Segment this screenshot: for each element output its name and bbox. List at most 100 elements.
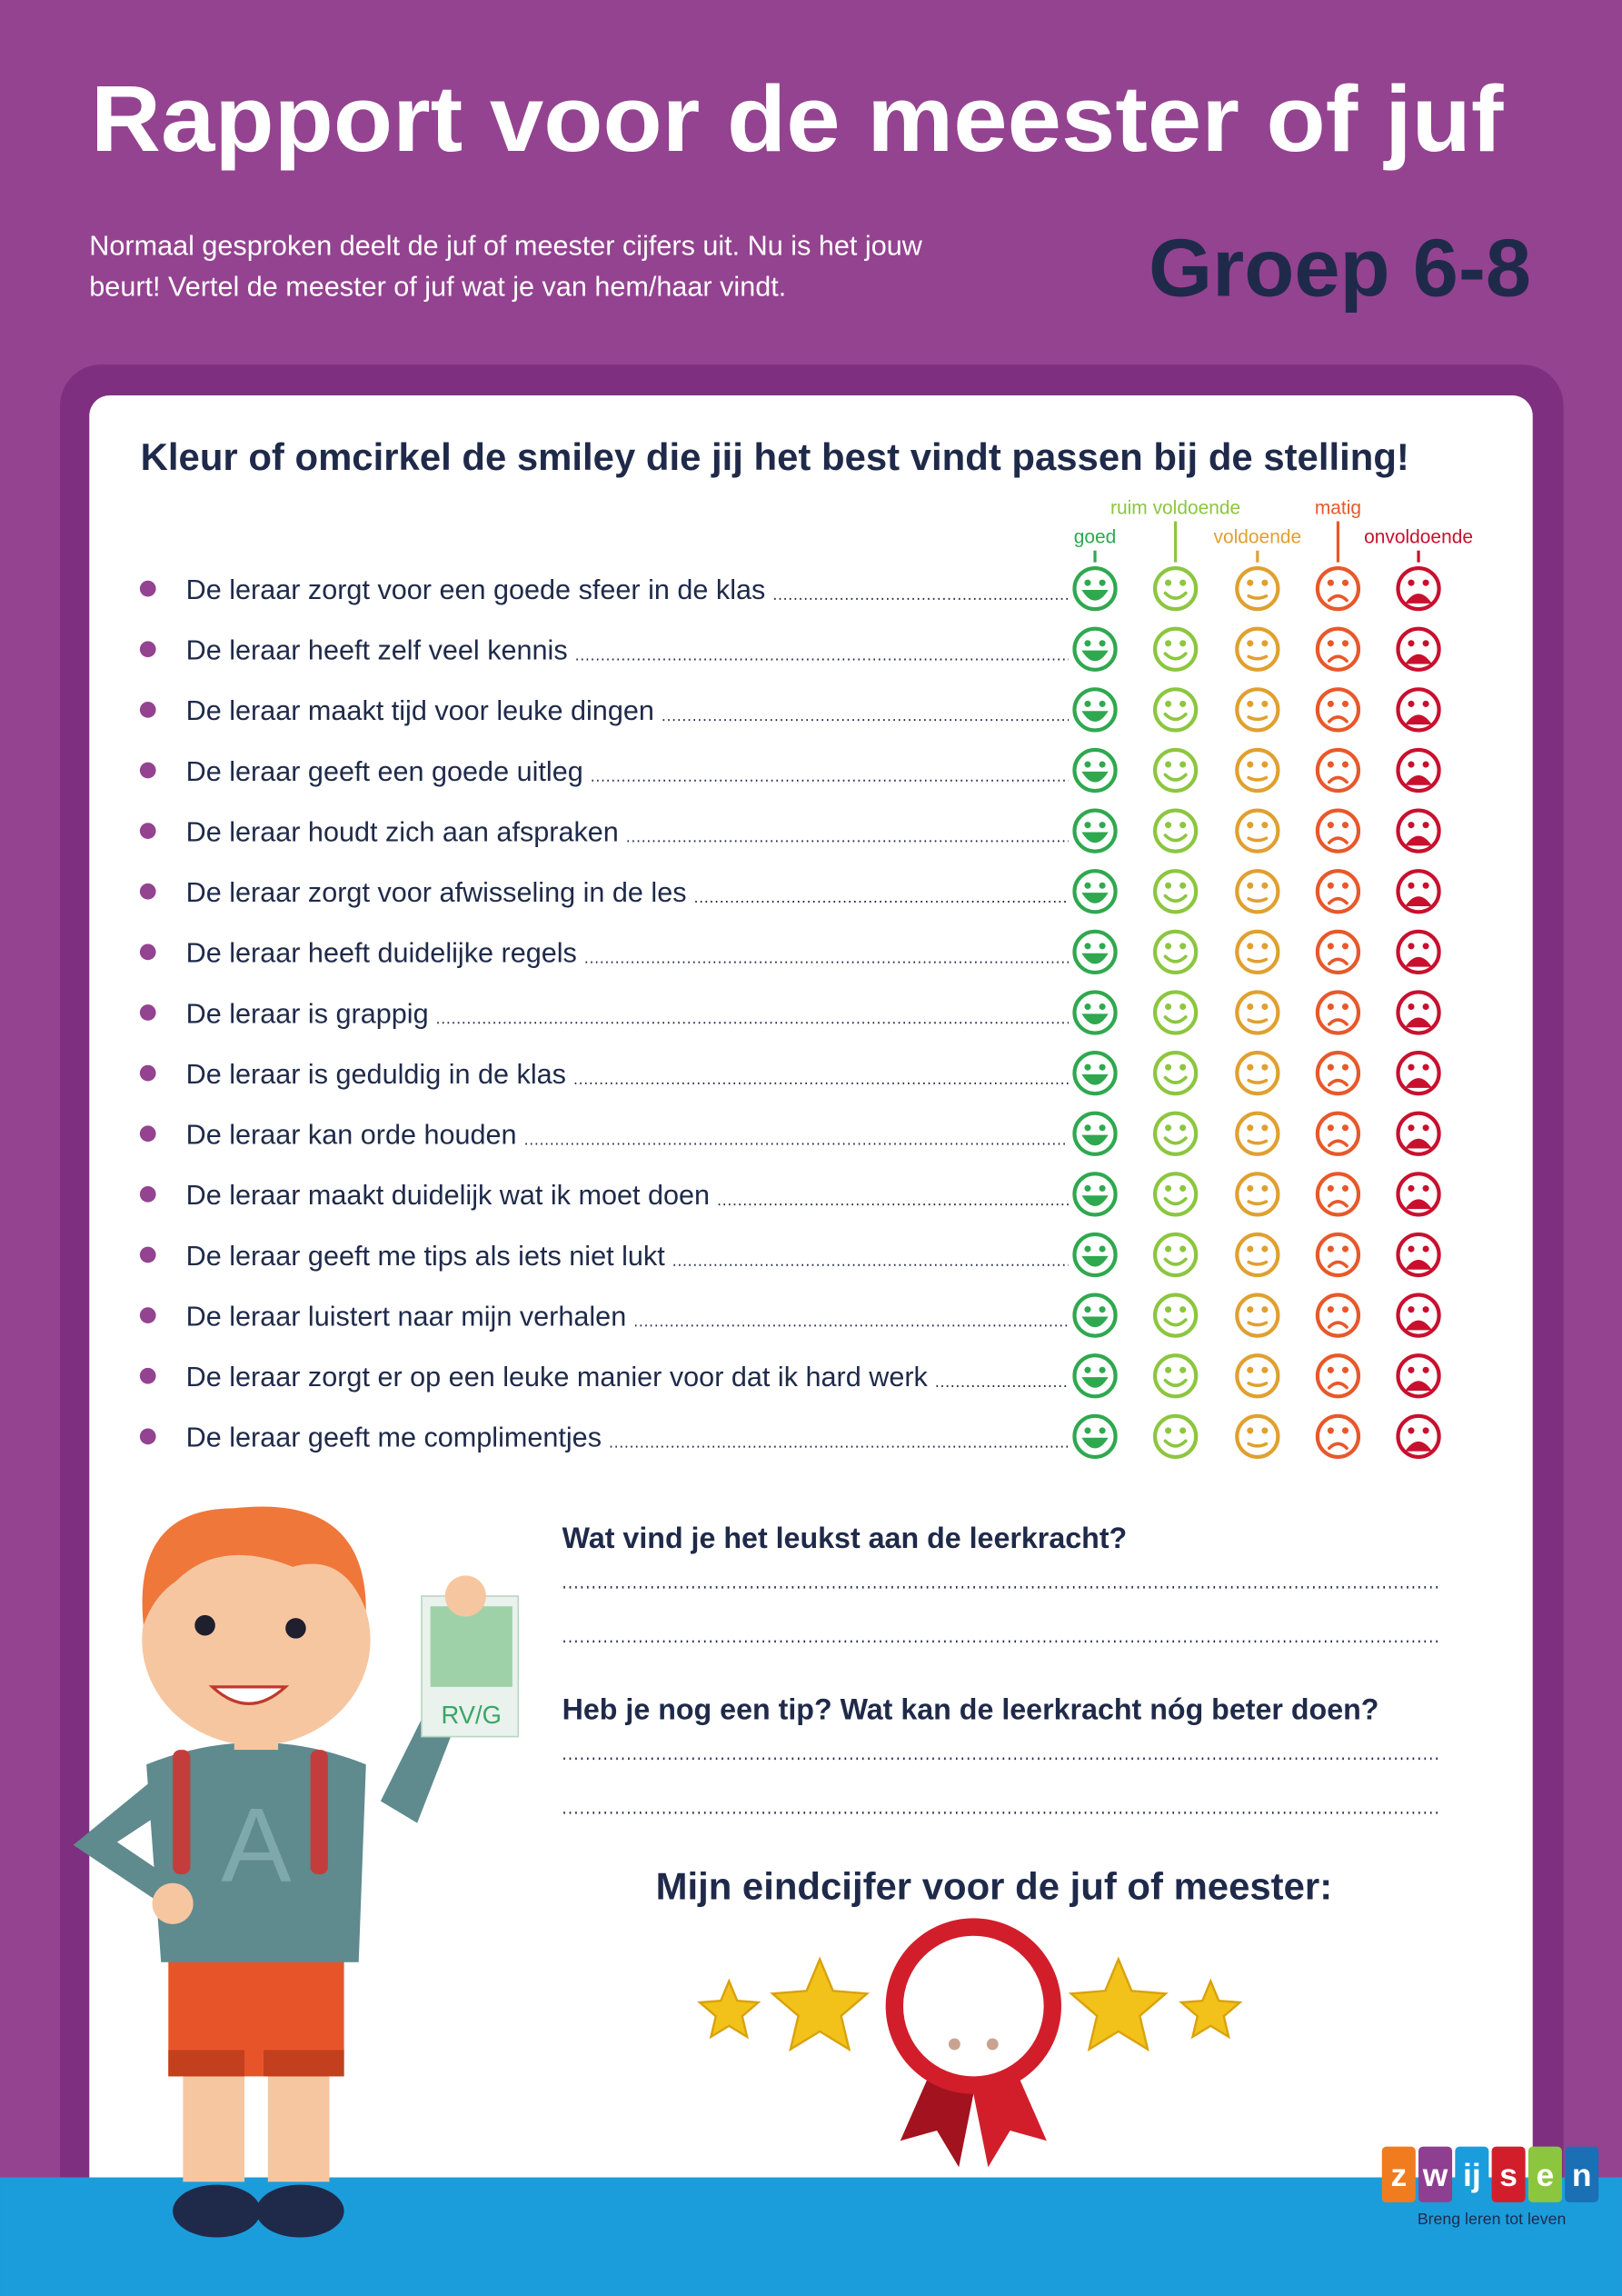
statement: De leraar zorgt voor afwisseling in de l… [186, 877, 687, 908]
smiley [1072, 808, 1118, 854]
smiley-face [1396, 1293, 1441, 1338]
smiley-mouth [1405, 896, 1432, 907]
smiley-mouth [1328, 775, 1348, 784]
smiley-eye [1327, 822, 1334, 829]
smiley-eye [1084, 1366, 1091, 1373]
smiley-eye [1408, 822, 1415, 829]
smiley-face [1072, 1111, 1118, 1156]
smiley-eye [1247, 822, 1254, 829]
smiley-face [1396, 869, 1441, 914]
smiley-eye [1422, 1427, 1429, 1434]
smiley-face [1152, 1353, 1199, 1399]
smiley [1072, 747, 1118, 794]
smiley [1235, 1172, 1280, 1217]
smiley [1315, 1413, 1361, 1460]
smiley-eye [1247, 1124, 1254, 1132]
bullet [139, 701, 156, 718]
smiley-eye [1327, 882, 1334, 889]
smiley-eye [1099, 943, 1106, 950]
question: Heb je nog een tip? Wat kan de leerkrach… [562, 1692, 1379, 1725]
smiley [1235, 1232, 1280, 1278]
question: Wat vind je het leukst aan de leerkracht… [562, 1522, 1128, 1554]
card [89, 394, 1533, 2241]
smiley-eye [1408, 640, 1415, 647]
smiley-mouth [1081, 1255, 1109, 1267]
smiley-mouth [1163, 1257, 1188, 1266]
smiley-face [1315, 869, 1361, 914]
smiley-face [1396, 929, 1441, 975]
smiley [1396, 626, 1441, 672]
logo-tagline: Breng leren tot leven [1418, 2210, 1567, 2228]
smiley-eye [1327, 1063, 1334, 1071]
smiley [1152, 1293, 1199, 1338]
smiley-eye [1341, 640, 1349, 647]
smiley-mouth [1328, 654, 1348, 663]
smiley-eye [1341, 882, 1349, 889]
statement: De leraar maakt tijd voor leuke dingen [186, 695, 654, 726]
smiley-face [1235, 929, 1280, 975]
smiley-eye [1261, 822, 1269, 829]
smiley-eye [1261, 1184, 1269, 1192]
smiley [1072, 869, 1118, 914]
smiley-face [1396, 747, 1441, 794]
logo-tile [1491, 2146, 1526, 2202]
smiley-face [1235, 565, 1280, 612]
statement: De leraar geeft me tips als iets niet lu… [186, 1241, 666, 1272]
star [1068, 1956, 1169, 2052]
smiley-eye [1408, 1124, 1415, 1132]
smiley-eye [1422, 579, 1429, 586]
statement: De leraar kan orde houden [186, 1120, 517, 1151]
smiley-mouth [1163, 1378, 1188, 1387]
bullet [139, 1125, 156, 1143]
smiley-mouth [1081, 1377, 1109, 1388]
paper-text: RV/G [442, 1701, 502, 1729]
smiley-eye [1099, 579, 1106, 586]
title: Rapport voor de meester of juf [91, 66, 1504, 171]
smiley-eye [1247, 761, 1254, 768]
smiley-eye [1179, 1306, 1187, 1313]
statement: De leraar zorgt voor een goede sfeer in … [186, 574, 766, 605]
smiley-mouth [1163, 834, 1188, 843]
smiley-eye [1327, 761, 1334, 768]
smiley [1315, 808, 1361, 854]
smiley-mouth [1328, 1260, 1348, 1269]
smiley-mouth [1247, 775, 1269, 782]
smiley-eye [1261, 882, 1269, 889]
bullet [139, 1186, 156, 1203]
smiley [1315, 565, 1361, 612]
logo: z w ij s e n [1381, 2146, 1599, 2202]
smiley-eye [1179, 1427, 1187, 1434]
smiley-face [1152, 1293, 1199, 1338]
smiley-eye [1327, 579, 1334, 586]
smiley-mouth [1405, 1078, 1432, 1088]
smiley-mouth [1081, 590, 1109, 601]
instruction: Kleur of omcirkel de smiley die jij het … [141, 435, 1409, 478]
smiley-eye [1408, 761, 1415, 768]
smiley-mouth [1405, 774, 1432, 785]
smiley-eye [1408, 882, 1415, 889]
smiley-eye [1084, 1184, 1091, 1192]
smiley-face [1235, 1232, 1280, 1278]
smiley-face [1235, 1293, 1280, 1338]
smiley [1315, 929, 1361, 975]
smiley [1396, 1353, 1441, 1399]
smiley-face [1152, 747, 1199, 794]
smiley-eye [1165, 1063, 1172, 1071]
smiley-eye [1165, 1306, 1172, 1313]
smiley-eye [1261, 943, 1269, 950]
smiley-eye [1179, 822, 1187, 829]
smiley [1072, 687, 1118, 733]
smiley-face [1315, 747, 1361, 794]
smiley-face [1396, 1413, 1441, 1460]
smiley [1396, 1172, 1441, 1217]
smiley-mouth [1328, 594, 1348, 603]
smiley-face [1315, 990, 1361, 1035]
smiley-eye [1179, 1063, 1187, 1071]
smiley-eye [1165, 1427, 1172, 1434]
smiley-eye [1179, 1184, 1187, 1192]
smiley-eye [1165, 761, 1172, 768]
smiley-face [1072, 808, 1118, 854]
smiley-mouth [1163, 773, 1188, 782]
smiley-mouth [1163, 893, 1188, 903]
smiley-mouth [1247, 594, 1269, 600]
